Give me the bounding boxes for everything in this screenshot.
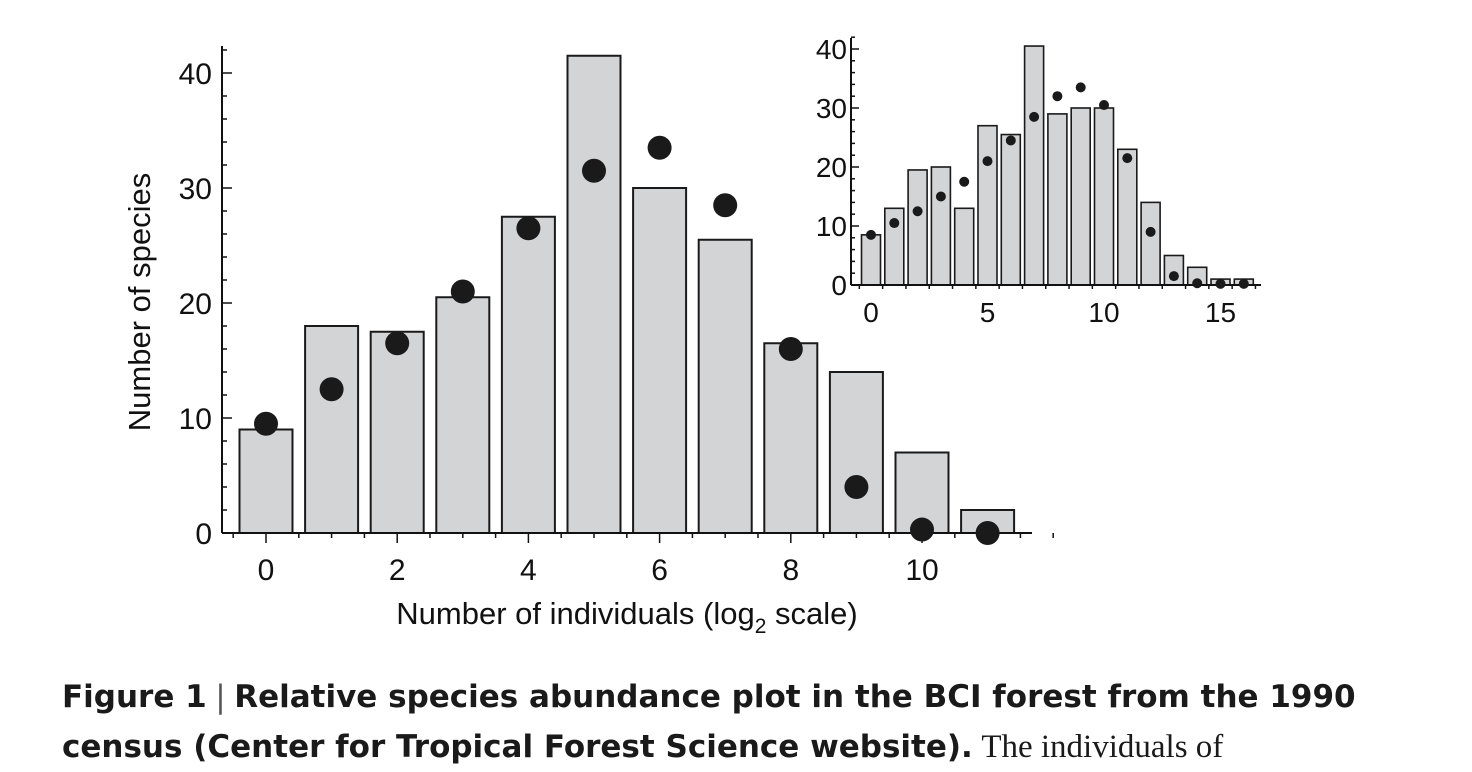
main-data-point: [647, 135, 672, 160]
main-data-point: [450, 279, 475, 304]
main-bar: [238, 428, 294, 534]
inset-data-point: [912, 206, 923, 217]
main-data-point: [713, 193, 738, 218]
main-data-point: [582, 158, 606, 183]
main-bar: [304, 325, 360, 534]
main-bar: [632, 187, 688, 534]
inset-bar: [930, 166, 952, 286]
inset-data-point: [1168, 271, 1179, 282]
inset-bar: [860, 234, 882, 286]
inset-bar: [1117, 148, 1138, 286]
main-data-point: [844, 475, 869, 499]
inset-data-point: [1099, 100, 1109, 111]
inset-y-tick-label: 30: [816, 93, 847, 124]
inset-chart: 0 10 20 30 40 0 5 10 15: [816, 34, 1261, 328]
inset-data-point: [889, 218, 900, 229]
inset-bar: [977, 124, 998, 286]
inset-bar: [1140, 201, 1161, 286]
main-y-tick-label: 20: [179, 288, 212, 321]
inset-bar: [907, 169, 928, 286]
main-data-point: [385, 331, 410, 356]
figure-caption: Figure 1 | Relative species abundance pl…: [62, 672, 1442, 772]
main-data-point: [975, 521, 1000, 545]
inset-data-point: [1052, 91, 1063, 102]
main-data-point: [516, 216, 541, 241]
inset-y-tick-label: 20: [816, 152, 847, 183]
inset-data-point: [1215, 278, 1226, 289]
main-x-tick-label: 2: [389, 554, 406, 587]
x-axis-label: Number of individuals (log2 scale): [396, 596, 857, 638]
inset-data-point: [1192, 278, 1203, 289]
main-bar: [500, 215, 556, 534]
main-bar: [435, 296, 491, 534]
main-bar: [763, 342, 819, 534]
main-y-tick-label: 0: [195, 518, 212, 551]
inset-data-point: [935, 191, 946, 202]
inset-data-point: [1145, 226, 1156, 237]
main-bar: [828, 371, 884, 534]
inset-y-tick-label: 10: [816, 211, 847, 242]
inset-bar: [1000, 133, 1022, 286]
inset-y-tick-label: 40: [816, 34, 847, 65]
inset-x-tick-label: 0: [863, 297, 879, 328]
inset-data-point: [1122, 153, 1133, 164]
caption-label: Figure 1: [62, 679, 207, 715]
main-x-tick-label: 8: [782, 554, 799, 587]
main-data-point: [254, 411, 278, 436]
main-chart: 0 10 20 30 40 0 2 4 6 8 10: [179, 46, 1054, 587]
inset-bar: [1093, 107, 1115, 286]
inset-data-point: [1075, 82, 1086, 93]
inset-bar: [953, 207, 975, 286]
inset-x-tick-label: 10: [1088, 297, 1119, 328]
main-data-point: [778, 337, 803, 361]
inset-bar: [1047, 113, 1068, 286]
caption-separator: |: [215, 679, 226, 715]
main-data-point: [910, 517, 934, 542]
inset-bar: [1023, 45, 1045, 286]
main-x-tick-label: 6: [651, 554, 668, 587]
main-y-tick-label: 30: [179, 173, 212, 206]
inset-x-tick-label: 15: [1205, 297, 1236, 328]
caption-title: Relative species abundance plot in the B…: [62, 679, 1356, 765]
inset-x-tick-label: 5: [980, 297, 996, 328]
inset-data-point: [1029, 111, 1040, 122]
y-axis-label: Number of species: [122, 173, 157, 431]
main-bar: [566, 54, 622, 534]
inset-data-point: [982, 156, 993, 167]
main-data-point: [319, 377, 344, 402]
inset-bar: [1070, 107, 1091, 286]
main-bar: [697, 238, 753, 534]
figure-canvas: 0 10 20 30 40 0 2 4 6 8 10 0 10 20 30 40 0 5 10 15 Number …: [122, 34, 1261, 638]
inset-data-point: [1005, 135, 1016, 146]
main-x-tick-label: 4: [520, 554, 537, 587]
caption-body: The individuals of: [981, 729, 1224, 765]
main-y-tick-label: 10: [179, 403, 212, 436]
inset-y-tick-label: 0: [831, 270, 847, 301]
main-bar: [369, 330, 425, 534]
inset-data-point: [1238, 278, 1249, 289]
main-y-tick-label: 40: [179, 58, 212, 91]
inset-data-point: [959, 176, 970, 187]
main-x-tick-label: 0: [258, 554, 275, 587]
main-x-tick-label: 10: [905, 554, 938, 587]
inset-data-point: [866, 229, 876, 240]
